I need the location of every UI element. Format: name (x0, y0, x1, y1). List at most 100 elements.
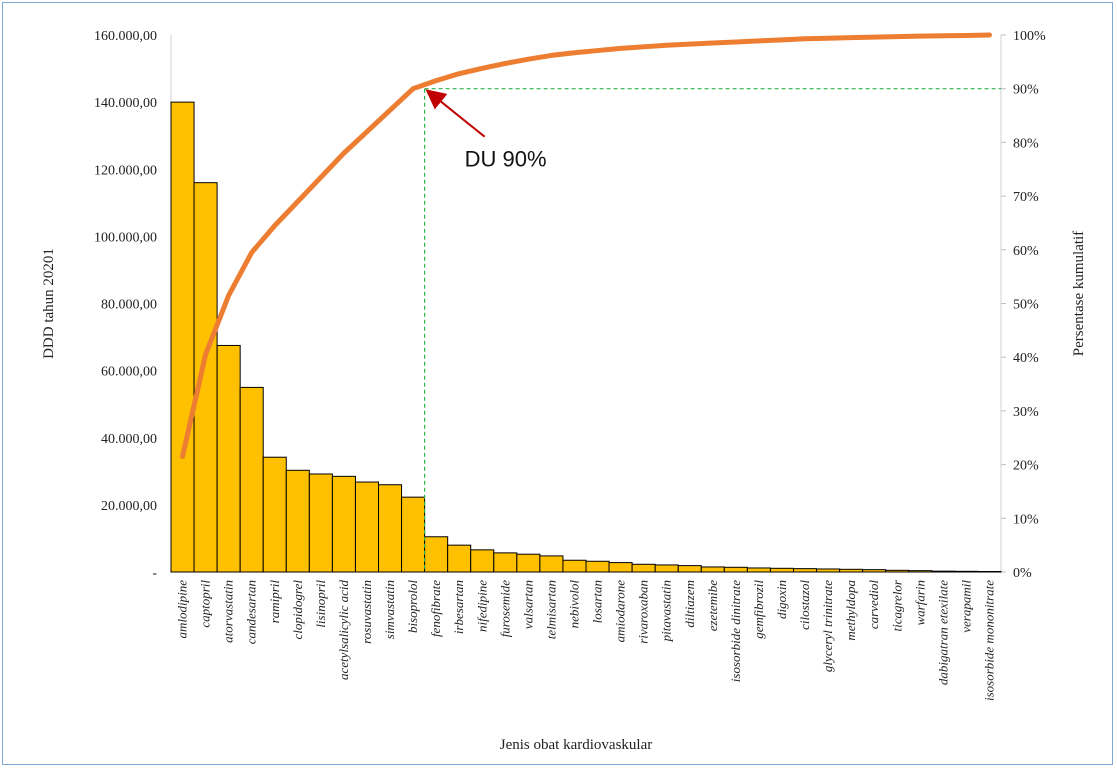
bar (654, 564, 679, 573)
category-label: acetylsalicylic acid (336, 580, 351, 680)
category-label: ezetemibe (705, 580, 720, 631)
bar (308, 473, 333, 573)
bar (839, 568, 864, 573)
y-axis-title: DDD tahun 20201 (41, 248, 57, 359)
bar (862, 569, 887, 573)
category-label: rosuvastatin (359, 580, 374, 644)
du90-arrow (425, 89, 486, 138)
bar (354, 481, 380, 573)
bar (539, 555, 564, 573)
y2-tick-label: 30% (1013, 405, 1039, 420)
category-label: fenofibrate (428, 580, 443, 637)
category-label: valsartan (520, 580, 535, 629)
category-label: rivaroxaban (636, 580, 651, 644)
y-tick-label: 100.000,00 (94, 230, 157, 245)
category-label: candesartan (244, 580, 259, 644)
category-label: losartan (590, 580, 605, 623)
category-label: telmisartan (543, 580, 558, 639)
category-label: captopril (198, 580, 213, 628)
y-tick-label: 120.000,00 (94, 163, 157, 178)
y2-tick-label: 90% (1013, 83, 1039, 98)
category-label: lisinopril (313, 580, 328, 628)
category-label: clopidogrel (290, 580, 305, 640)
category-label: ramipril (267, 580, 282, 624)
bar (608, 562, 633, 573)
y2-tick-label: 80% (1013, 136, 1039, 151)
bar (977, 570, 1002, 573)
y2-tick-label: 40% (1013, 351, 1039, 366)
y-tick-label: 40.000,00 (101, 432, 157, 447)
cumulative-line (180, 32, 992, 460)
category-label: diltiazem (682, 580, 697, 628)
y2-tick-label: 100% (1013, 29, 1046, 44)
category-label: dabigatran etexilate (935, 580, 950, 685)
bar (793, 568, 818, 573)
bar (700, 566, 725, 573)
y2-tick-label: 70% (1013, 190, 1039, 205)
bar (769, 567, 795, 573)
category-label: atorvastatin (221, 580, 236, 643)
bar (401, 496, 426, 573)
category-label: isosorbide mononitrate (981, 580, 996, 701)
bar (262, 456, 287, 573)
bar (447, 544, 472, 573)
pareto-chart: - 20.000,00 40.000,00 60.000,00 80.000,00 100… (41, 29, 1087, 753)
category-label: bisoprolol (405, 580, 420, 633)
bar (239, 386, 264, 573)
category-label: isosorbide dinitrate (728, 580, 743, 682)
y2-tick-label: 60% (1013, 244, 1039, 259)
bar (562, 559, 587, 573)
y-tick-label: 160.000,00 (94, 29, 157, 44)
category-label: nifedipine (474, 580, 489, 632)
category-label: carvediol (866, 580, 881, 629)
category-label: digoxin (774, 580, 789, 619)
bar (170, 101, 195, 573)
category-label: ticagrelor (889, 579, 904, 631)
category-label: simvastatin (382, 580, 397, 639)
category-label: glyceryl trinitrate (820, 580, 835, 672)
bar (516, 553, 541, 573)
category-label: pitavastatin (659, 580, 674, 642)
category-label: verapamil (958, 580, 973, 633)
bar (493, 552, 518, 573)
category-label: warfarin (912, 580, 927, 626)
y-tick-label: 60.000,00 (101, 365, 157, 380)
bar (746, 567, 771, 573)
y-tick-label: 20.000,00 (101, 499, 157, 514)
bar (193, 182, 218, 573)
bar (931, 570, 956, 573)
bar (470, 549, 495, 573)
category-label: amiodarone (613, 580, 628, 643)
bar (378, 484, 403, 573)
x-axis-title: Jenis obat kardiovaskular (500, 737, 652, 753)
y2-tick-label: 10% (1013, 512, 1039, 527)
category-label: methyldopa (843, 580, 858, 641)
bar (677, 565, 702, 573)
bar (885, 569, 910, 573)
category-label: nebivolol (566, 580, 581, 629)
bar (954, 570, 979, 573)
category-label: cilostazol (797, 580, 812, 630)
y-tick-label: 140.000,00 (94, 96, 157, 111)
bar (216, 344, 241, 573)
category-label: gemfibrozil (751, 580, 766, 639)
y-tick-label: - (152, 566, 157, 581)
y2-axis-title: Persentase kumulatif (1071, 231, 1087, 356)
category-label: amlodipine (175, 580, 190, 639)
bar (816, 568, 841, 573)
bar (631, 563, 656, 573)
bar (585, 560, 610, 573)
y2-tick-label: 0% (1013, 566, 1032, 581)
category-label: furosemide (497, 580, 512, 638)
y2-tick-label: 50% (1013, 298, 1039, 313)
y-tick-label: 80.000,00 (101, 298, 157, 313)
du90-annotation-label: DU 90% (465, 147, 547, 172)
category-label: irbesartan (451, 580, 466, 634)
bar (285, 469, 310, 573)
bar (424, 536, 449, 573)
y2-tick-label: 20% (1013, 459, 1039, 474)
bar (908, 570, 933, 573)
bar (723, 566, 748, 573)
bar (331, 475, 356, 573)
